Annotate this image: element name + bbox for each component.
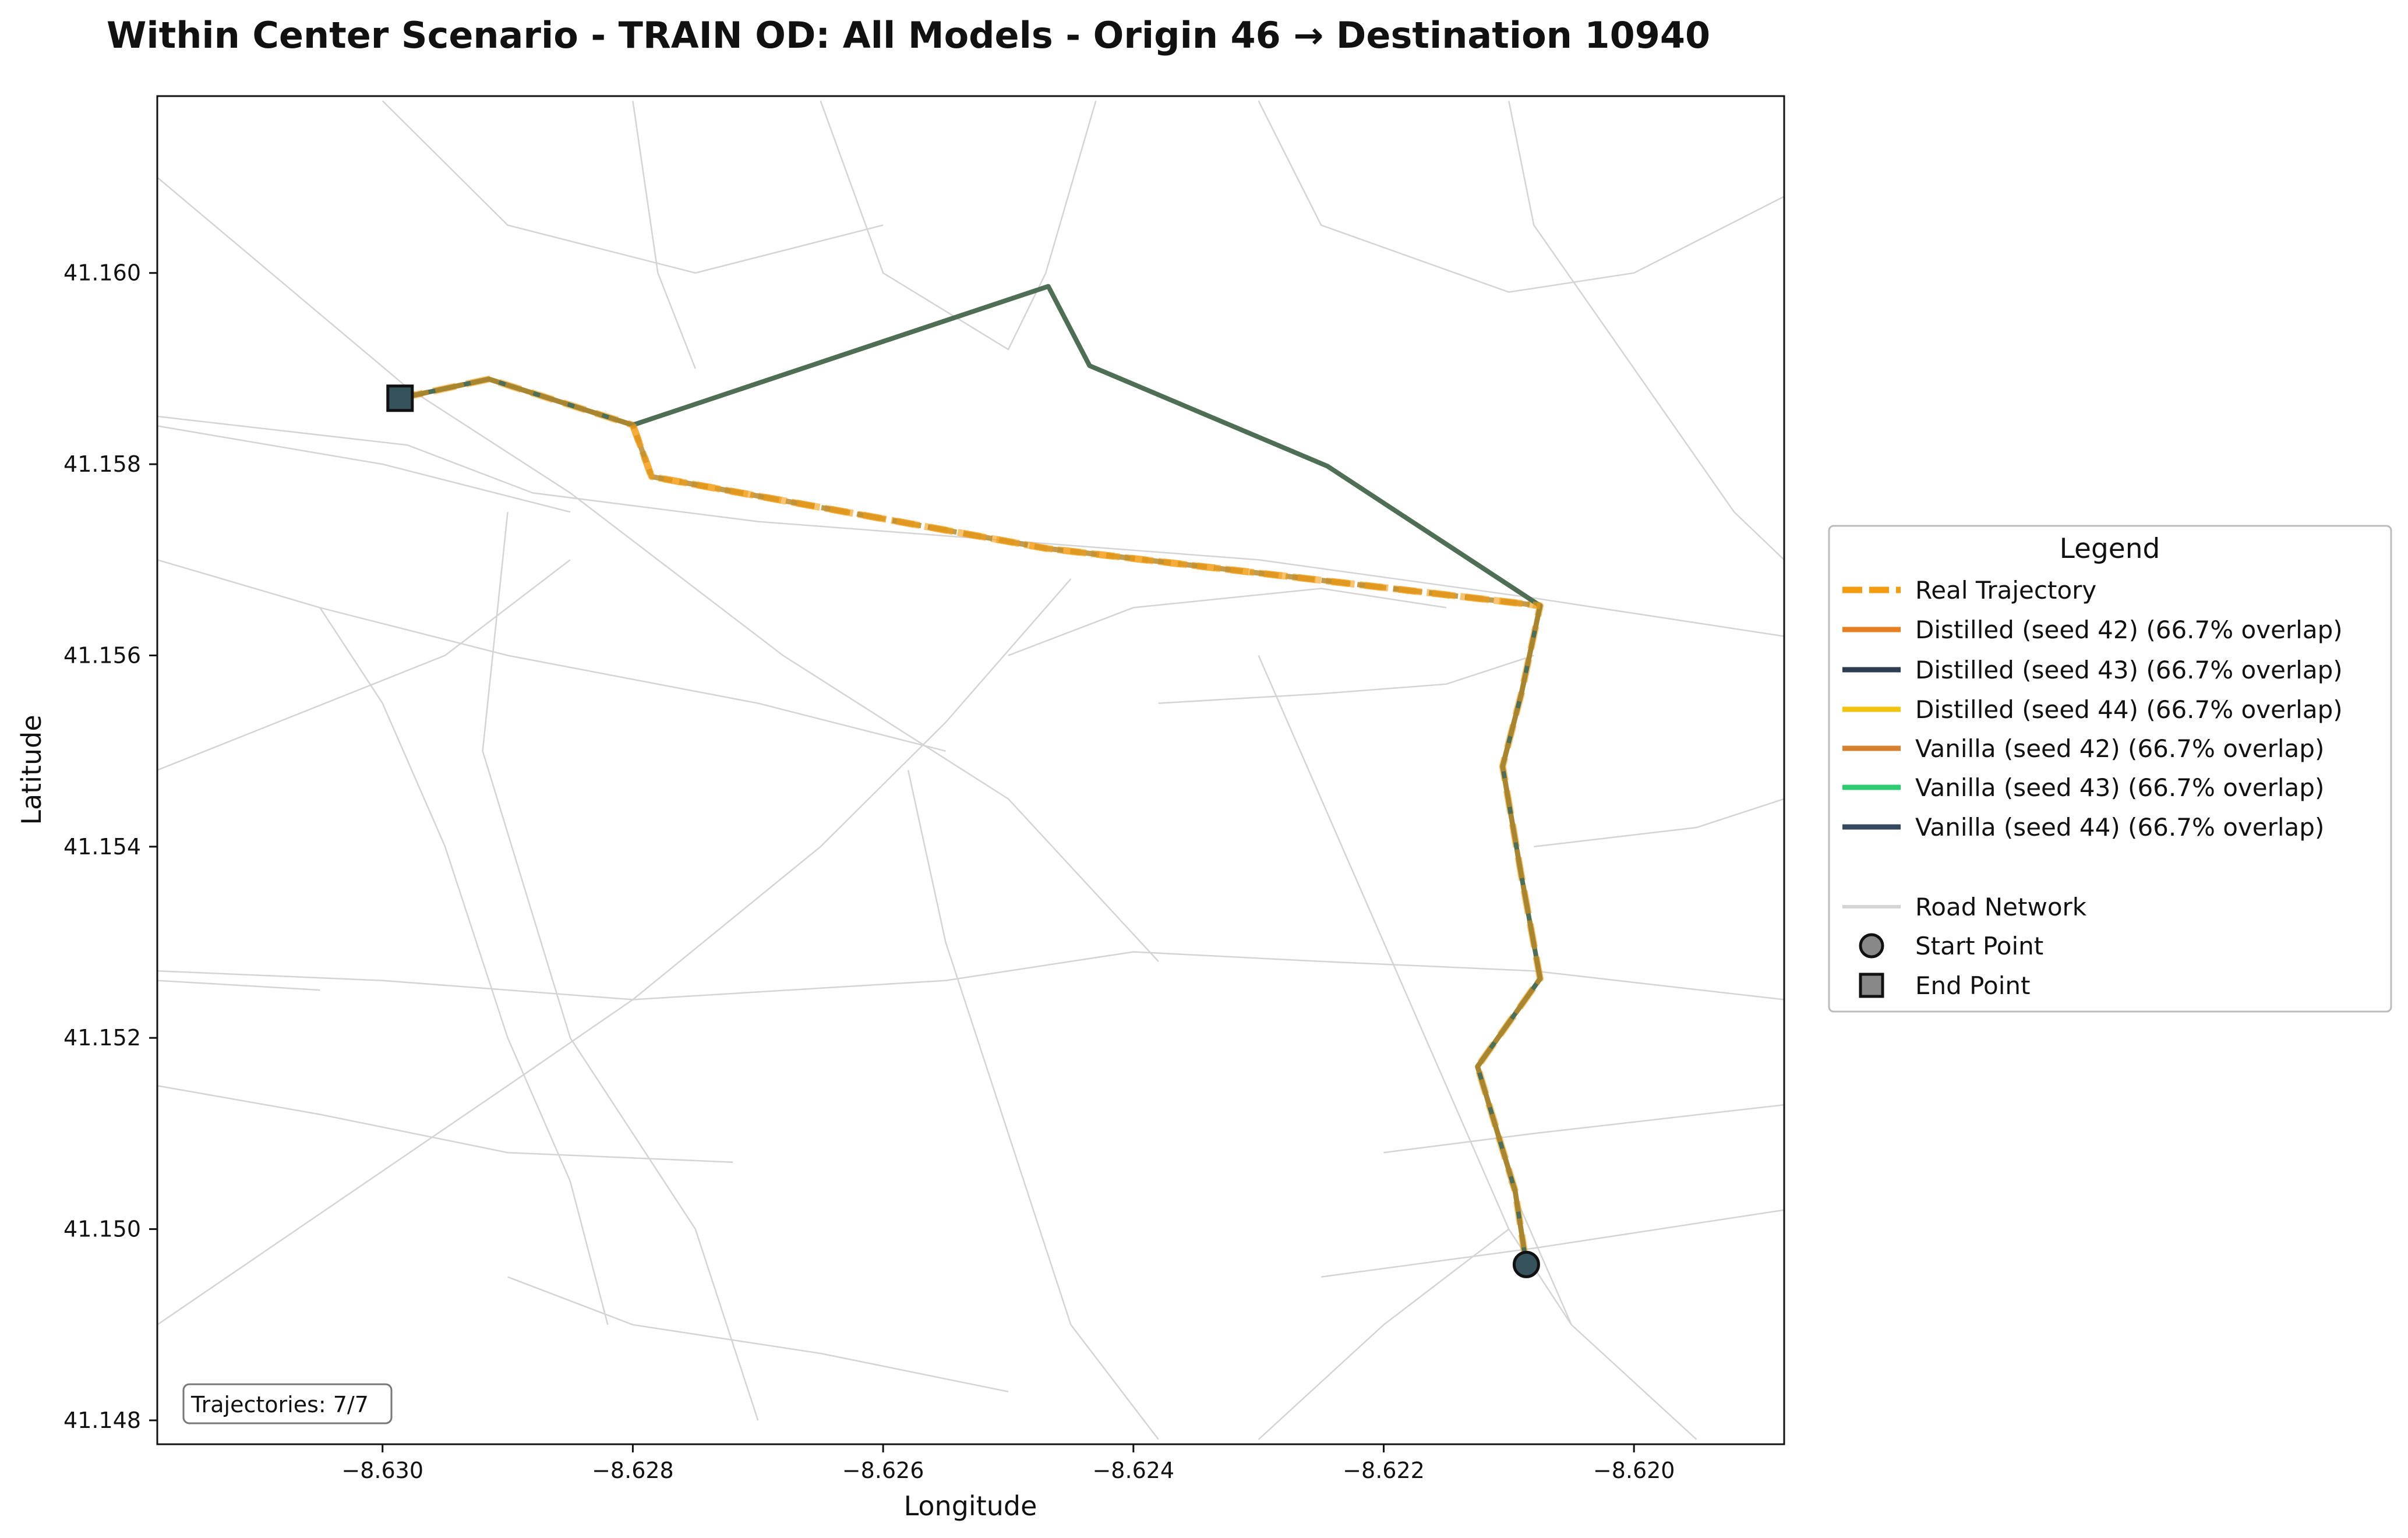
x-tick-label: −8.628 [592, 1458, 674, 1483]
road-segment-4 [157, 176, 1159, 962]
legend-label: Distilled (seed 42) (66.7% overlap) [1915, 616, 2343, 644]
legend-box [1828, 525, 2392, 1013]
legend-label: Distilled (seed 44) (66.7% overlap) [1915, 695, 2343, 724]
y-tick-label: 41.152 [63, 1025, 141, 1051]
x-axis-label: Longitude [904, 1490, 1037, 1522]
legend: Legend Real Trajectory Distilled (seed 42… [1828, 525, 2392, 1013]
road-segment-15 [1258, 100, 1784, 293]
legend-title: Legend [2060, 533, 2160, 565]
trajectory-counter-box [182, 1383, 393, 1424]
x-tick-label: −8.626 [842, 1458, 924, 1483]
road-segment-12 [1383, 1104, 1784, 1154]
road-segment-22 [157, 559, 946, 752]
x-tick-label: −8.624 [1092, 1458, 1174, 1483]
road-segment-23 [157, 1085, 733, 1163]
road-segment-19 [319, 607, 609, 1325]
legend-swatch-start [1859, 933, 1884, 959]
trajectory-counter-text: Trajectories: 7/7 [190, 1392, 369, 1417]
x-axis-ticks: −8.630 −8.628 −8.626 −8.624 −8.622 −8.620 [341, 1444, 1675, 1483]
series-real-divergent-segment [629, 423, 1541, 610]
legend-items: Real Trajectory Distilled (seed 42) (66.7… [1842, 576, 2343, 1000]
road-segment-25 [1008, 588, 1447, 656]
road-segment-17 [382, 100, 884, 274]
road-segment-10 [1158, 655, 1534, 704]
legend-label: Vanilla (seed 42) (66.7% overlap) [1915, 734, 2324, 763]
legend-label: Real Trajectory [1915, 576, 2096, 604]
road-segment-3 [157, 980, 320, 991]
y-tick-label: 41.148 [63, 1408, 141, 1433]
road-segment-0 [157, 415, 1784, 637]
trajectory-series-layer [399, 284, 1544, 1265]
road-segment-24 [507, 1276, 1009, 1392]
road-segment-14 [820, 100, 1097, 351]
road-segment-5 [157, 559, 571, 771]
od-markers-layer [386, 384, 1540, 1278]
y-axis-ticks: 41.148 41.150 41.152 41.154 41.156 41.158 41.1… [63, 260, 157, 1433]
plot-area-frame [156, 95, 1785, 1445]
y-tick-label: 41.156 [63, 642, 141, 668]
road-segment-2 [157, 951, 1784, 1000]
legend-label: Vanilla (seed 44) (66.7% overlap) [1915, 813, 2324, 842]
road-segment-6 [157, 578, 1072, 1325]
trajectory-counter: Trajectories: 7/7 [182, 1383, 393, 1424]
road-network-layer [157, 100, 1784, 1440]
road-segment-11 [1534, 798, 1784, 848]
road-segment-9 [1258, 655, 1572, 1325]
chart-title: Within Center Scenario - TRAIN OD: All M… [107, 14, 1710, 56]
end-point-marker [386, 384, 414, 412]
road-segment-18 [632, 101, 696, 369]
y-axis-label: Latitude [16, 715, 47, 825]
start-point-marker [1512, 1250, 1540, 1278]
x-tick-label: −8.622 [1343, 1458, 1425, 1483]
road-segment-8 [907, 770, 1159, 1440]
road-segment-1 [157, 425, 571, 513]
road-segment-13 [1320, 1209, 1784, 1278]
legend-swatch-end [1859, 973, 1884, 998]
legend-label-start: Start Point [1915, 932, 2043, 960]
y-tick-label: 41.154 [63, 834, 141, 860]
legend-label-end: End Point [1915, 971, 2030, 1000]
x-tick-label: −8.620 [1593, 1458, 1675, 1483]
y-tick-label: 41.158 [63, 451, 141, 477]
road-segment-21 [1508, 1180, 1697, 1440]
plot-area-background [157, 96, 1784, 1444]
road-segment-20 [1258, 1228, 1510, 1440]
road-segment-7 [482, 512, 759, 1421]
y-tick-label: 41.160 [63, 260, 141, 286]
y-tick-label: 41.150 [63, 1217, 141, 1242]
legend-label: Vanilla (seed 43) (66.7% overlap) [1915, 773, 2324, 802]
legend-label-road: Road Network [1915, 893, 2087, 921]
legend-label: Distilled (seed 43) (66.7% overlap) [1915, 656, 2343, 684]
x-tick-label: −8.630 [341, 1458, 423, 1483]
road-segment-16 [1508, 100, 1784, 561]
